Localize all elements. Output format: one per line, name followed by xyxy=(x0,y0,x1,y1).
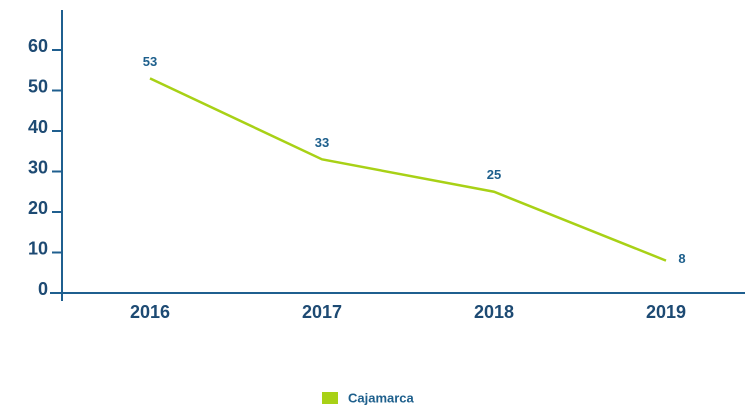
y-tick-label: 60 xyxy=(28,36,48,56)
line xyxy=(149,77,667,262)
y-tick-label: 20 xyxy=(28,198,48,218)
y-tick-label: 30 xyxy=(28,157,48,177)
x-tick-label: 2016 xyxy=(130,302,170,322)
x-tick-label: 2019 xyxy=(646,302,686,322)
y-tick-label: 10 xyxy=(28,238,48,258)
x-tick-label: 2018 xyxy=(474,302,514,322)
data-label: 25 xyxy=(487,167,501,182)
data-label: 8 xyxy=(678,251,685,266)
x-tick-label: 2017 xyxy=(302,302,342,322)
y-tick-label: 40 xyxy=(28,117,48,137)
y-tick-label: 0 xyxy=(38,279,48,299)
legend-label: Cajamarca xyxy=(348,390,415,405)
data-label: 53 xyxy=(143,54,157,69)
y-tick-label: 50 xyxy=(28,76,48,96)
legend-swatch xyxy=(322,392,338,404)
data-label: 33 xyxy=(315,135,329,150)
